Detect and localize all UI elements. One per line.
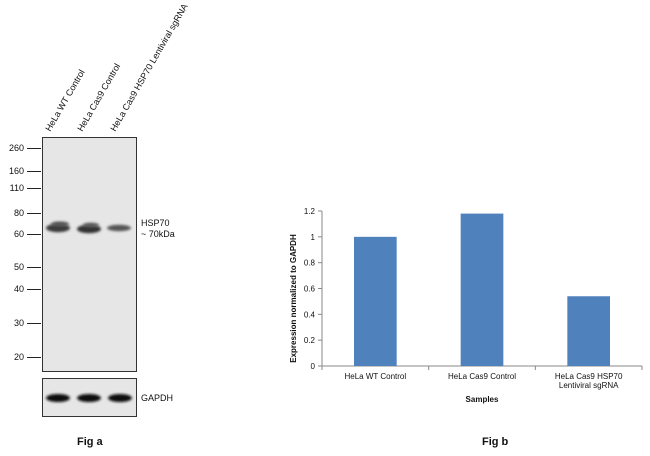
mw-tick (27, 171, 41, 172)
x-category-label: HeLa WT Control (345, 372, 407, 381)
mw-marker-80: 80 (13, 208, 24, 218)
blot-panel-hsp70 (42, 137, 137, 372)
band-gapdh-lane-1 (46, 394, 70, 402)
mw-tick (27, 323, 41, 324)
x-category-label: Lentiviral sgRNA (559, 381, 619, 390)
mw-tick (27, 188, 41, 189)
mw-marker-20: 20 (13, 352, 24, 362)
mw-marker-60: 60 (13, 229, 24, 239)
mw-marker-110: 110 (9, 183, 24, 193)
x-category-label: HeLa Cas9 Control (448, 372, 516, 381)
hsp70-label: HSP70 (141, 218, 170, 228)
mw-tick (27, 289, 41, 290)
band-gapdh-lane-2 (77, 394, 101, 402)
y-tick-label: 1.2 (304, 207, 316, 216)
y-tick-label: 0.6 (304, 285, 316, 294)
y-tick-label: 1 (311, 233, 316, 242)
y-tick-label: 0 (311, 362, 316, 371)
gapdh-label: GAPDH (141, 393, 174, 403)
mw-tick (27, 267, 41, 268)
band-hsp70-lane-1-upper (51, 221, 69, 227)
mw-marker-40: 40 (13, 284, 24, 294)
mw-marker-260: 260 (8, 143, 24, 153)
gapdh-bands (46, 394, 132, 402)
mw-tick (27, 213, 41, 214)
mw-marker-160: 160 (8, 166, 24, 176)
y-axis-title: Expression normalized to GAPDH (289, 234, 298, 363)
band-hsp70-lane-2-upper (83, 222, 99, 228)
y-tick-label: 0.2 (304, 336, 316, 345)
bar-1 (354, 236, 397, 366)
x-axis-title: Samples (466, 395, 499, 404)
y-tick-label: 0.4 (304, 310, 316, 319)
blot-bands (46, 221, 131, 234)
x-category-label: HeLa Cas9 HSP70 (555, 372, 623, 381)
bar-chart: 0 0.2 0.4 0.6 0.8 1 1.2 HeLa WT Control HeLa Cas… (289, 207, 643, 404)
fig-b-caption: Fig b (482, 436, 509, 448)
blot-panel-gapdh (42, 378, 137, 417)
mw-marker-50: 50 (13, 262, 24, 272)
band-gapdh-lane-3 (108, 394, 132, 402)
bar-3 (567, 296, 610, 366)
mw-tick (27, 148, 41, 149)
mw-tick (27, 234, 41, 235)
mw-marker-30: 30 (13, 318, 24, 328)
fig-a-caption: Fig a (77, 436, 103, 448)
bar-2 (460, 213, 504, 366)
y-tick-label: 0.8 (304, 259, 316, 268)
hsp70-size-label: ~ 70kDa (141, 229, 175, 239)
mw-tick (27, 357, 41, 358)
band-hsp70-lane-3 (107, 224, 131, 232)
